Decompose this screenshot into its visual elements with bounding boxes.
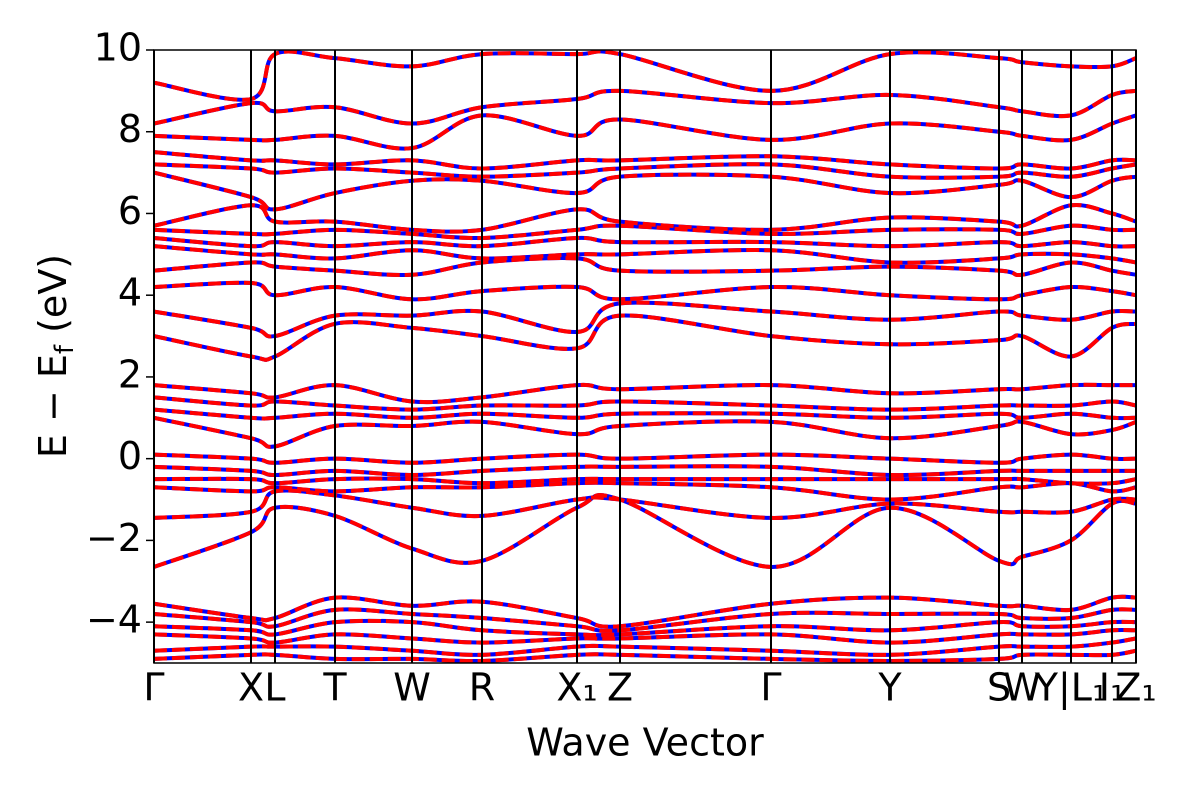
- band-dash: [154, 480, 1136, 502]
- y-label-unit: (eV): [31, 254, 75, 345]
- band-dash: [154, 223, 1136, 241]
- band-dash: [154, 235, 1136, 249]
- y-axis-label: E − Ef (eV): [31, 254, 80, 458]
- x-axis-label: Wave Vector: [526, 721, 764, 765]
- y-label-main: E − E: [31, 354, 75, 458]
- x-tick-label: I₁: [1099, 666, 1125, 710]
- band-dash: [154, 280, 1136, 302]
- plot-frame: [153, 49, 1137, 664]
- band-dash: [154, 395, 1136, 412]
- x-tick-label: X: [238, 666, 264, 710]
- band-dash: [154, 636, 1136, 657]
- band-dash: [154, 50, 1136, 102]
- band-dash: [154, 150, 1136, 171]
- x-tick-label: Y|L₁: [1034, 666, 1107, 711]
- x-tick-label: W: [393, 666, 431, 710]
- bands: [154, 50, 1136, 663]
- band-dash: [154, 476, 1136, 486]
- band-line: [154, 313, 1136, 362]
- y-tick-label: 10: [94, 26, 142, 70]
- x-tick-label: R: [469, 666, 495, 710]
- x-tick-label: T: [322, 666, 347, 710]
- band-dash: [154, 170, 1136, 212]
- x-tick-label: Γ: [143, 666, 164, 710]
- band-dash: [154, 488, 1136, 520]
- band-dash: [154, 313, 1136, 362]
- x-tick-label: S: [987, 666, 1011, 710]
- x-tick-label: Z₁: [1115, 666, 1156, 710]
- band-dash: [154, 244, 1136, 265]
- y-tick-label: 6: [118, 189, 142, 233]
- band-line: [154, 300, 1136, 339]
- band-dash: [154, 162, 1136, 180]
- y-tick-label: 2: [118, 352, 142, 396]
- band-dash: [154, 464, 1136, 478]
- band-dash: [154, 407, 1136, 421]
- band-dash: [154, 88, 1136, 126]
- band-dash: [154, 452, 1136, 465]
- band-dash: [154, 382, 1136, 405]
- x-tick-label: Z: [607, 666, 633, 710]
- y-tick-label: −2: [86, 516, 142, 560]
- band-dash: [154, 618, 1136, 638]
- y-tick-label: −4: [86, 598, 142, 642]
- x-tick-label: Y: [877, 666, 902, 710]
- band-dash: [154, 628, 1136, 645]
- band-line: [154, 415, 1136, 449]
- band-dash: [154, 256, 1136, 278]
- band-dash: [154, 648, 1136, 663]
- band-dash: [154, 300, 1136, 339]
- band-dash: [154, 493, 1136, 569]
- x-tick-label: L: [264, 666, 285, 710]
- y-tick-label: 0: [118, 434, 142, 478]
- x-tick-label: Γ: [760, 666, 781, 710]
- x-tick-label: X₁: [556, 666, 597, 710]
- x-tick-label: W: [1003, 666, 1041, 710]
- band-dash: [154, 113, 1136, 151]
- band-dash: [154, 594, 1136, 629]
- band-dash: [154, 202, 1136, 234]
- band-dash: [154, 415, 1136, 449]
- y-tick-label: 4: [118, 271, 142, 315]
- y-label-sub: f: [50, 344, 80, 354]
- y-tick-label: 8: [118, 107, 142, 151]
- band-dash: [154, 607, 1136, 633]
